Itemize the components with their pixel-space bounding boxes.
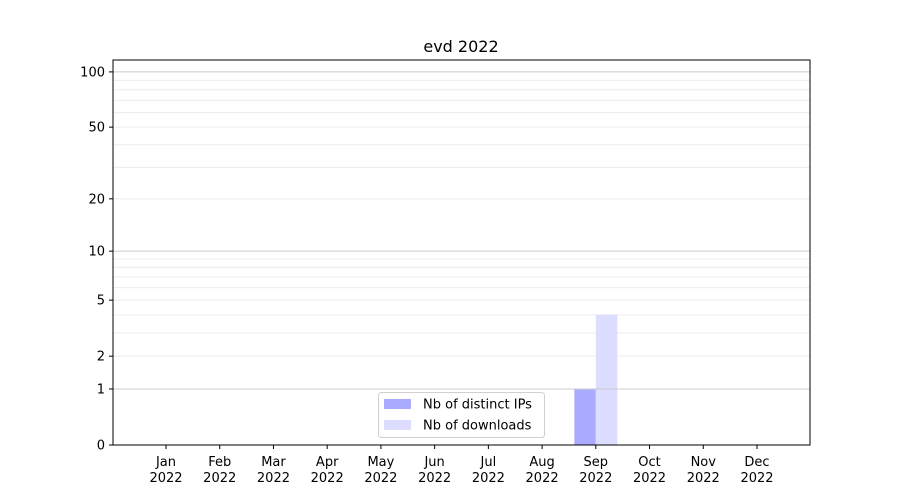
x-tick-label: 2022 xyxy=(633,471,666,486)
x-tick-label: Feb xyxy=(208,455,231,470)
x-tick-label: 2022 xyxy=(472,471,505,486)
x-tick-label: Jan xyxy=(155,455,176,470)
plot-frame xyxy=(112,59,811,446)
y-tick-label: 5 xyxy=(97,294,105,309)
x-tick-label: Jul xyxy=(480,455,497,470)
y-tick-label: 100 xyxy=(80,65,105,80)
x-tick-label: Mar xyxy=(261,455,286,470)
y-tick-label: 2 xyxy=(97,350,105,365)
legend-box xyxy=(378,392,545,438)
x-tick-label: Dec xyxy=(744,455,769,470)
x-tick-label: Nov xyxy=(691,455,717,470)
x-tick-label: 2022 xyxy=(203,471,236,486)
x-tick-label: 2022 xyxy=(526,471,559,486)
chart-title: evd 2022 xyxy=(423,37,498,56)
x-tick-label: 2022 xyxy=(687,471,720,486)
grid xyxy=(113,79,810,357)
x-tick-label: 2022 xyxy=(364,471,397,486)
legend-label: Nb of distinct IPs xyxy=(423,398,532,413)
major-grid xyxy=(113,71,810,390)
x-tick-label: Aug xyxy=(529,455,554,470)
y-tick-label: 50 xyxy=(88,121,105,136)
x-tick-label: 2022 xyxy=(740,471,773,486)
bar-downloads xyxy=(595,314,618,445)
legend-swatch xyxy=(384,399,411,409)
y-axis: 0 1 2 5 10 20 50 100 xyxy=(80,65,113,454)
x-axis: Jan2022Feb2022Mar2022Apr2022May2022Jun20… xyxy=(149,445,774,486)
x-tick-label: 2022 xyxy=(257,471,290,486)
x-tick-label: Apr xyxy=(316,455,339,470)
x-tick-label: Jun xyxy=(423,455,444,470)
x-tick-label: May xyxy=(367,455,394,470)
legend-swatch xyxy=(384,420,411,430)
legend-label: Nb of downloads xyxy=(423,419,532,434)
x-tick-label: Oct xyxy=(638,455,660,470)
legend: Nb of distinct IPs Nb of downloads xyxy=(378,392,545,438)
y-tick-label: 0 xyxy=(97,439,105,454)
x-tick-label: Sep xyxy=(584,455,609,470)
x-tick-label: 2022 xyxy=(418,471,451,486)
x-tick-label: 2022 xyxy=(149,471,182,486)
y-tick-label: 10 xyxy=(88,245,105,260)
bar-distinct-ips xyxy=(574,388,596,445)
x-tick-label: 2022 xyxy=(311,471,344,486)
y-tick-label: 1 xyxy=(97,382,105,397)
y-tick-label: 20 xyxy=(88,192,105,207)
x-tick-label: 2022 xyxy=(579,471,612,486)
bars xyxy=(574,314,618,445)
